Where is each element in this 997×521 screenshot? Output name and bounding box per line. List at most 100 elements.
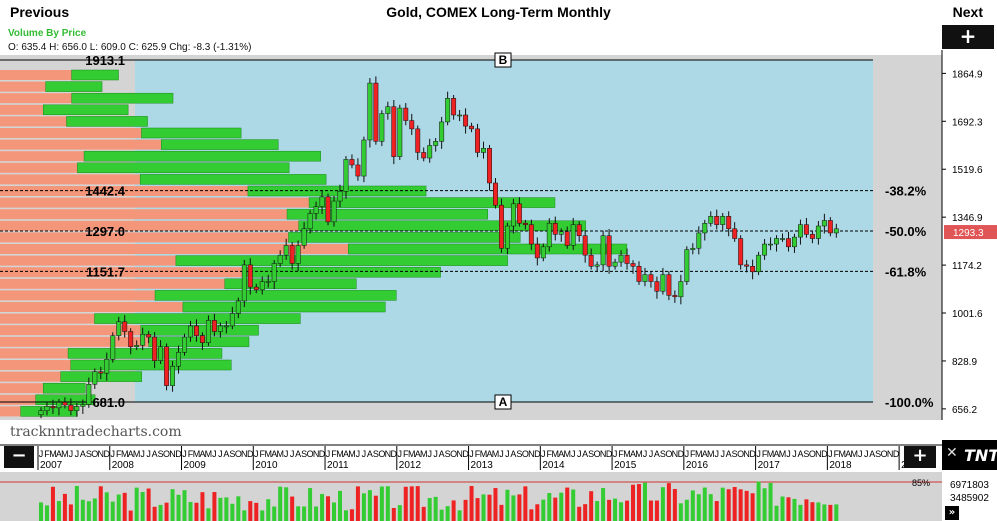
candle (259, 276, 265, 295)
volume-bar (475, 498, 480, 521)
month-tick-label: A (223, 449, 229, 459)
month-tick-label: M (552, 449, 560, 459)
scroll-right-button[interactable]: » (945, 506, 959, 520)
price-tick-label: 1001.6 (952, 309, 983, 320)
volume-bar (559, 492, 564, 521)
volume-bar (212, 492, 217, 521)
candle (379, 110, 385, 147)
month-tick-label: J (111, 449, 116, 459)
month-tick-label: A (797, 449, 803, 459)
vbp-bar-up (298, 220, 586, 232)
volume-bar (379, 486, 384, 521)
candle (552, 216, 558, 241)
zoom-in-button[interactable]: + (942, 25, 994, 49)
month-tick-label: A (630, 449, 636, 459)
chart-title: Gold, COMEX Long-Term Monthly (386, 4, 611, 20)
volume-bar (50, 486, 55, 521)
month-tick-label: N (528, 449, 535, 459)
month-tick-label: M (480, 449, 488, 459)
volume-bar (337, 490, 342, 521)
month-tick-label: O (163, 449, 170, 459)
volume-bar (224, 497, 229, 521)
volume-bar (780, 496, 785, 521)
month-tick-label: D (319, 449, 326, 459)
volume-bar (146, 488, 151, 521)
year-tick-label: 2018 (829, 460, 852, 471)
month-tick-label: J (182, 449, 187, 459)
volume-bar (86, 501, 91, 521)
vbp-bar-up (160, 139, 279, 150)
volume-bar (631, 484, 636, 521)
month-tick-label: M (420, 449, 428, 459)
candle (217, 322, 223, 338)
month-tick-label: S (158, 449, 164, 459)
previous-link[interactable]: Previous (10, 4, 70, 20)
month-tick-label: O (594, 449, 601, 459)
month-tick-label: J (756, 449, 761, 459)
year-tick-label: 2016 (686, 460, 709, 471)
vbp-bar-up (70, 359, 232, 371)
candle (50, 399, 56, 414)
scroll-plus-button[interactable]: + (904, 446, 936, 468)
candle (38, 407, 44, 419)
volume-bar (744, 490, 749, 521)
volume-bar (571, 489, 576, 521)
year-tick-label: 2008 (112, 460, 135, 471)
candle (385, 101, 391, 120)
candle (463, 108, 469, 134)
candle (343, 156, 349, 199)
vbp-bar-down (0, 394, 36, 405)
vbp-bar-up (308, 197, 556, 208)
volume-bar (56, 501, 61, 521)
vbp-bar-up (140, 324, 259, 336)
month-tick-label: M (563, 449, 571, 459)
month-tick-label: F (618, 449, 624, 459)
volume-bar (391, 507, 396, 521)
volume-bar (230, 503, 235, 521)
month-tick-label: A (439, 449, 445, 459)
candle (612, 258, 618, 270)
month-tick-label: M (193, 449, 201, 459)
fib-percent-label: -61.8% (885, 264, 927, 279)
candle (409, 113, 415, 135)
vbp-bar-up (182, 301, 386, 313)
volume-bar (487, 494, 492, 521)
last-price-label: 1293.3 (953, 228, 984, 239)
month-tick-label: J (69, 449, 74, 459)
volume-bar (583, 504, 588, 521)
candle (475, 123, 480, 158)
volume-bar (188, 501, 193, 521)
volume-bar (320, 493, 325, 521)
volume-bar (642, 482, 647, 521)
month-tick-label: A (56, 449, 62, 459)
zoom-out-button[interactable]: − (4, 446, 34, 468)
next-link[interactable]: Next (952, 4, 983, 20)
year-tick-label: 2010 (255, 460, 278, 471)
candle (200, 332, 205, 351)
month-tick-label: A (558, 449, 564, 459)
candle (98, 366, 104, 380)
month-tick-label: S (229, 449, 235, 459)
candle (349, 154, 355, 169)
candle (493, 177, 498, 209)
candle (726, 211, 732, 237)
volume-bar (529, 509, 534, 521)
volume-bar (104, 492, 109, 521)
month-tick-label: O (665, 449, 672, 459)
candle (307, 210, 313, 234)
candle (702, 219, 708, 241)
indicator-name: Volume By Price (8, 28, 87, 39)
fib-lines: 1913.1 1442.4 -38.2% 1297.0 -50.0% 1151.7 -61.… (0, 52, 934, 410)
last-price-badge (944, 225, 997, 240)
candle (134, 340, 140, 351)
volume-bar (116, 494, 121, 521)
volume-bar (170, 489, 175, 521)
volume-bar (720, 487, 725, 521)
top-bar: Previous Gold, COMEX Long-Term Monthly N… (0, 0, 997, 24)
volume-bar (236, 496, 241, 521)
month-tick-label: M (205, 449, 213, 459)
volume-bar (613, 498, 618, 521)
candle (648, 271, 654, 288)
volume-bar (684, 499, 689, 521)
